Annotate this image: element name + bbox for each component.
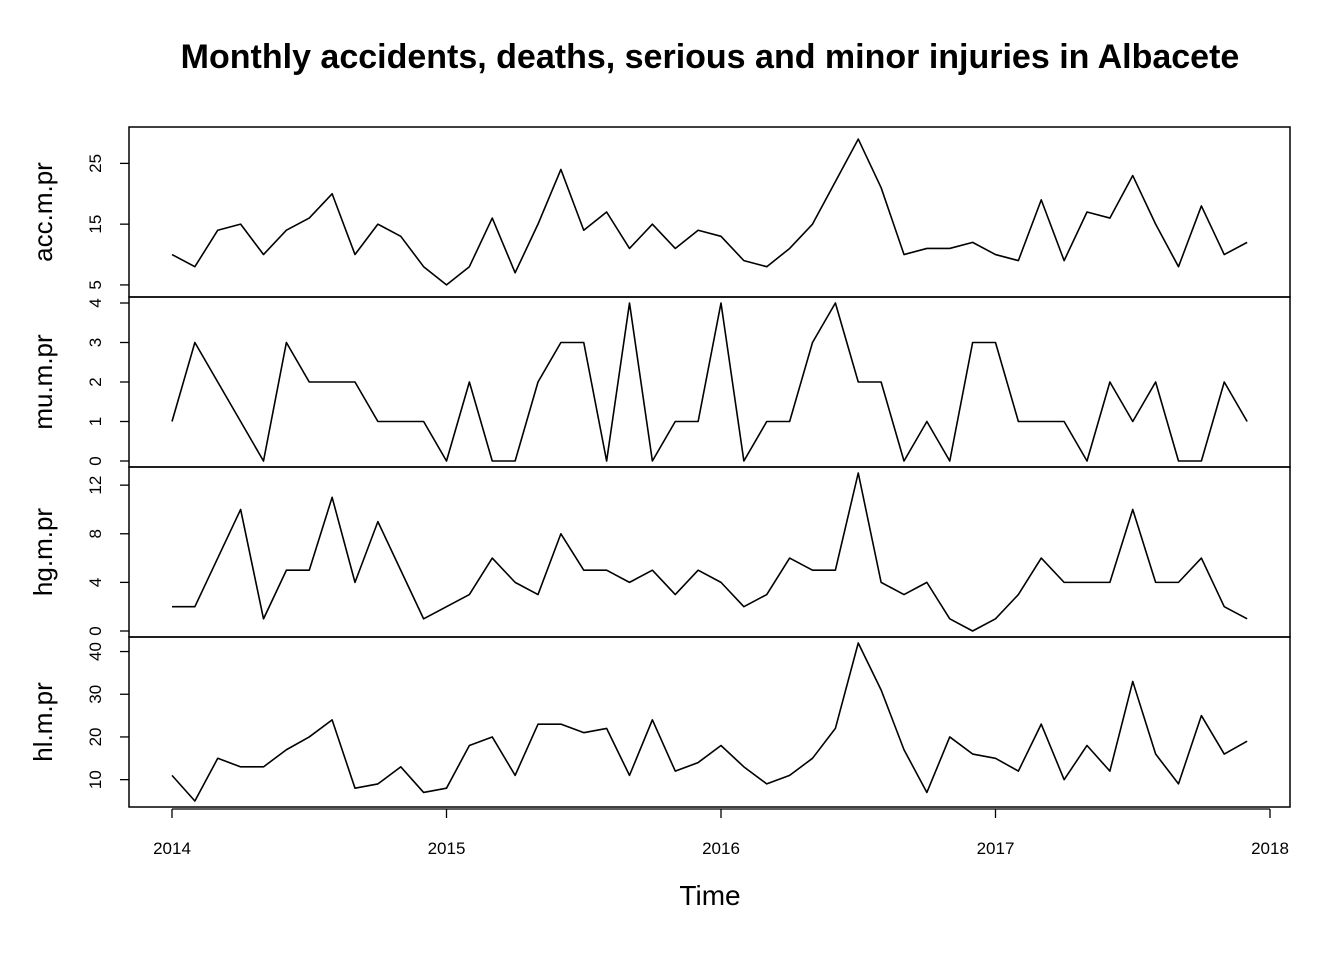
- y-tick-label: 0: [86, 456, 105, 465]
- chart-title: Monthly accidents, deaths, serious and m…: [181, 38, 1240, 76]
- y-tick-label: 5: [86, 280, 105, 289]
- y-tick-label: 40: [86, 642, 105, 661]
- panel-hg.m.pr: 0 4 8 12 hg.m.pr: [28, 466, 1291, 638]
- y-tick-label: 10: [86, 770, 105, 789]
- panel-label: hl.m.pr: [28, 682, 58, 762]
- panel-label: acc.m.pr: [28, 162, 58, 262]
- x-axis: 2014 2015 2016 2017 2018: [153, 808, 1289, 858]
- panel-mu.m.pr: 0 1 2 3 4 mu.m.pr: [28, 296, 1291, 468]
- panel-label: mu.m.pr: [28, 334, 58, 430]
- x-tick-label: 2014: [153, 839, 191, 858]
- series-line: [171, 302, 1248, 462]
- y-tick-label: 2: [86, 377, 105, 386]
- y-tick-label: 12: [86, 476, 105, 495]
- y-tick-label: 8: [86, 529, 105, 538]
- y-tick-label: 4: [86, 578, 105, 587]
- series-line: [171, 642, 1248, 802]
- panel-frame: [128, 296, 1291, 468]
- panel-label: hg.m.pr: [28, 508, 58, 596]
- y-tick-label: 0: [86, 626, 105, 635]
- panel-frame: [128, 126, 1291, 298]
- panel-frame: [128, 466, 1291, 638]
- panels: 51525acc.m.pr01234mu.m.pr04812hg.m.pr102…: [28, 126, 1291, 808]
- panel-acc.m.pr: 5 15 25 acc.m.pr: [28, 126, 1291, 298]
- y-tick-label: 15: [86, 215, 105, 234]
- y-tick-label: 4: [86, 298, 105, 307]
- series-line: [172, 472, 1248, 632]
- y-tick-label: 20: [86, 727, 105, 746]
- y-tick-label: 1: [86, 417, 105, 426]
- x-tick-label: 2017: [977, 839, 1015, 858]
- x-tick-label: 2015: [428, 839, 466, 858]
- y-tick-label: 30: [86, 685, 105, 704]
- x-axis-title: Time: [679, 880, 740, 911]
- y-tick-label: 25: [86, 154, 105, 173]
- panel-frame: [128, 636, 1291, 808]
- panel-hl.m.pr: 10 20 30 40 hl.m.pr: [28, 636, 1291, 808]
- x-tick-label: 2016: [702, 839, 740, 858]
- y-tick-label: 3: [86, 338, 105, 347]
- x-tick-label: 2018: [1251, 839, 1289, 858]
- series-line: [171, 138, 1248, 286]
